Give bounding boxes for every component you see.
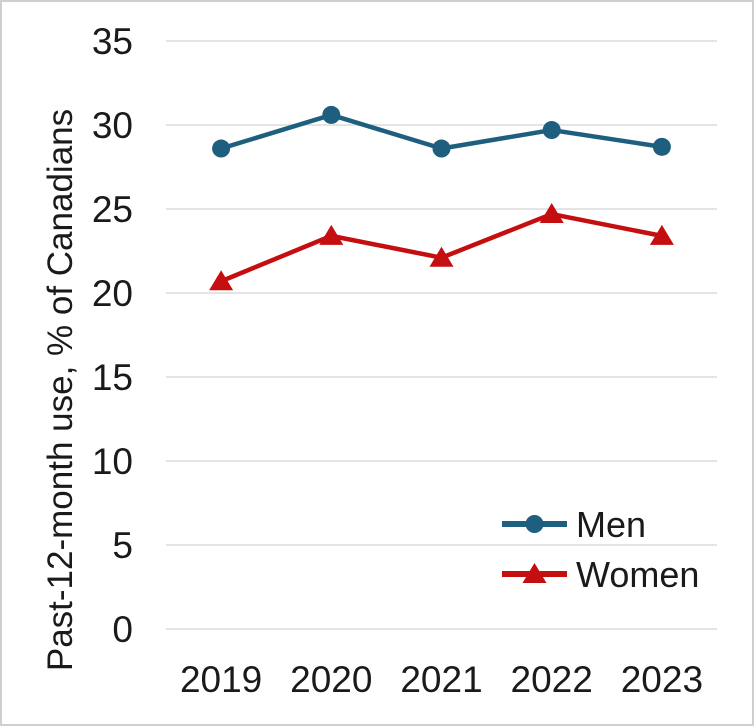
marker-men-2020 bbox=[322, 105, 341, 124]
x-tick-label-2020: 2020 bbox=[290, 659, 372, 700]
y-axis-title: Past-12-month use, % of Canadians bbox=[41, 108, 80, 672]
y-tick-label-20: 20 bbox=[92, 273, 133, 314]
y-tick-label-10: 10 bbox=[92, 441, 133, 482]
x-tick-label-2021: 2021 bbox=[400, 659, 482, 700]
y-tick-label-0: 0 bbox=[112, 609, 133, 650]
y-tick-label-25: 25 bbox=[92, 189, 133, 230]
x-tick-label-2022: 2022 bbox=[511, 659, 593, 700]
legend-item-women: Women bbox=[502, 554, 699, 595]
y-tick-label-15: 15 bbox=[92, 357, 133, 398]
marker-women-2022 bbox=[539, 203, 564, 224]
marker-men-2021 bbox=[432, 139, 451, 158]
x-tick-label-2023: 2023 bbox=[621, 659, 703, 700]
marker-women-2023 bbox=[649, 224, 674, 245]
marker-women-2020 bbox=[319, 224, 344, 245]
marker-men-2023 bbox=[652, 137, 671, 156]
marker-men-2019 bbox=[212, 139, 231, 158]
marker-women-2021 bbox=[429, 246, 454, 267]
legend-marker-men bbox=[525, 515, 544, 533]
y-tick-label-35: 35 bbox=[92, 21, 133, 62]
legend-marker-women bbox=[522, 563, 547, 583]
y-tick-label-30: 30 bbox=[92, 105, 133, 146]
x-tick-label-2019: 2019 bbox=[180, 659, 262, 700]
marker-men-2022 bbox=[542, 121, 561, 140]
legend-label-men: Men bbox=[576, 504, 646, 545]
marker-women-2019 bbox=[209, 270, 234, 291]
legend-label-women: Women bbox=[576, 554, 699, 595]
legend-item-men: Men bbox=[502, 504, 646, 545]
y-tick-label-5: 5 bbox=[112, 525, 133, 566]
